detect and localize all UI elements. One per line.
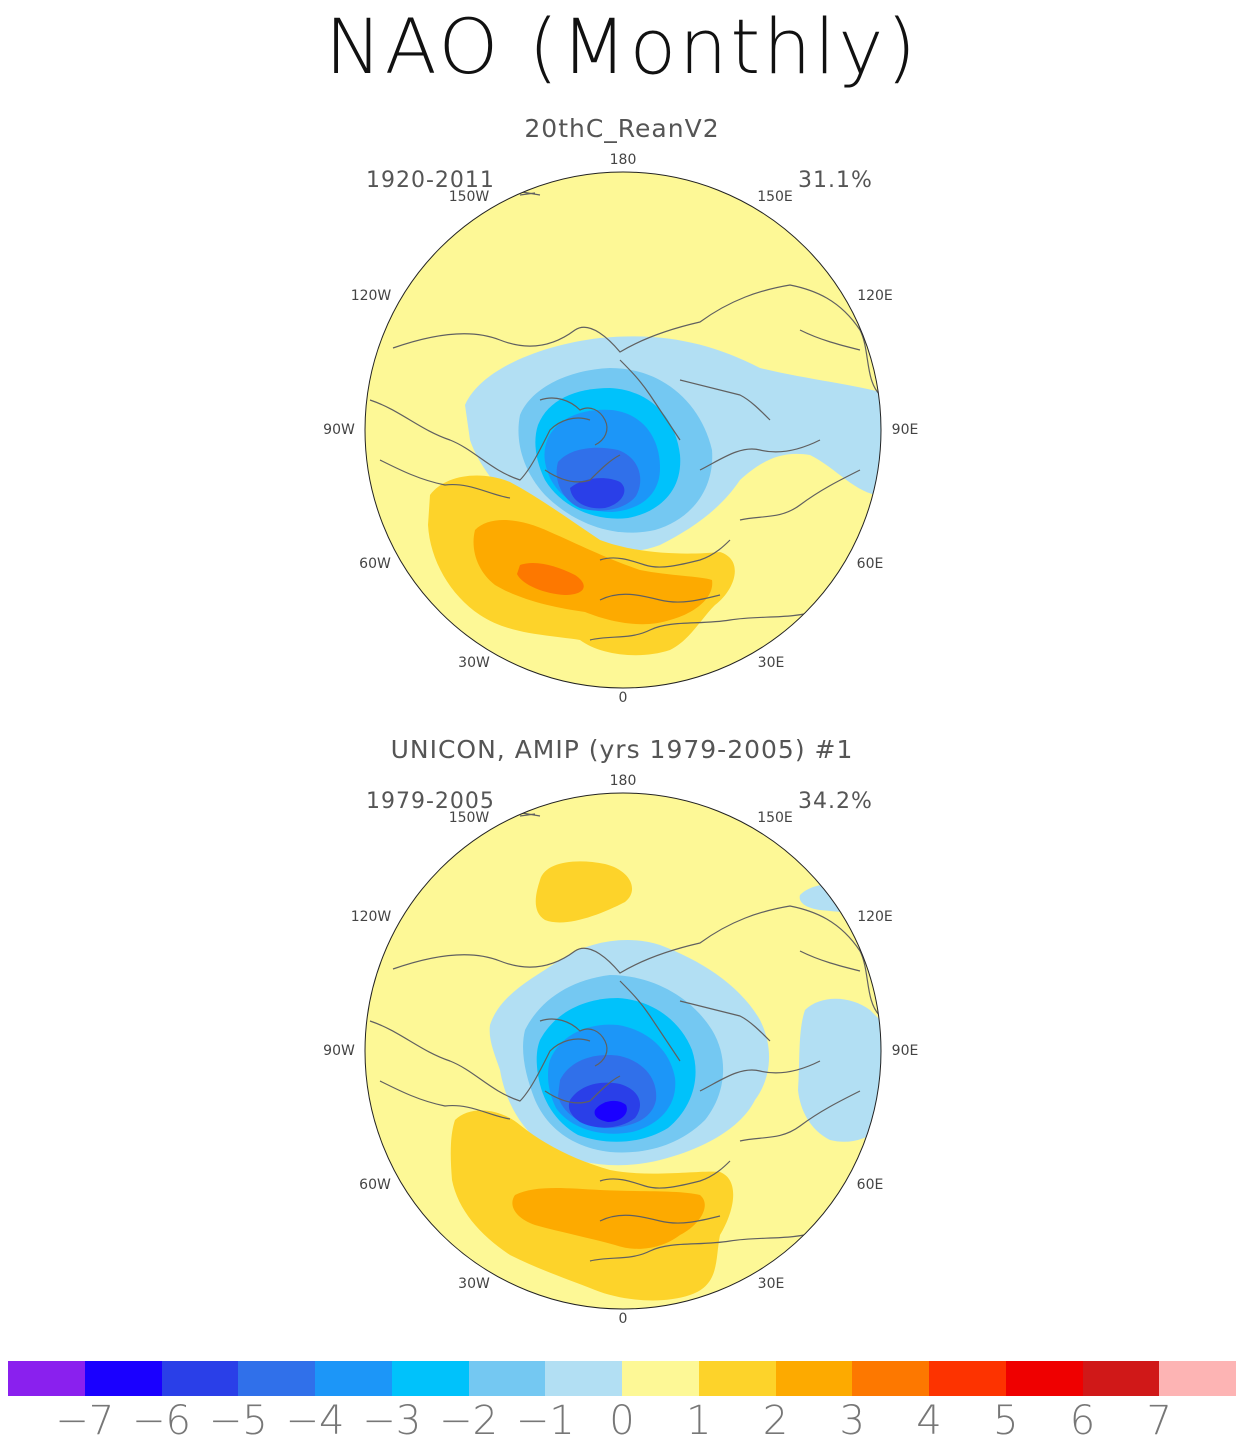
colorbar-segment xyxy=(84,1361,162,1396)
panel-2-lon-150w: 150W xyxy=(448,810,490,826)
panel-2-positive-anomaly xyxy=(450,1110,734,1301)
colorbar-tick-label: −6 xyxy=(132,1398,191,1444)
panel-1-lon-120w: 120W xyxy=(350,288,392,304)
panel-2-title: UNICON, AMIP (yrs 1979-2005) #1 xyxy=(390,735,854,764)
colorbar-tick-label: 7 xyxy=(1146,1398,1172,1444)
panel-1-coastlines xyxy=(369,189,881,641)
panel-2-lon-60e: 60E xyxy=(856,1177,884,1193)
panel-2-lon-60w: 60W xyxy=(359,1177,391,1193)
panel-1-lon-150w: 150W xyxy=(448,189,490,205)
colorbar-tick-label: 6 xyxy=(1069,1398,1096,1444)
colorbar-tick-label: 0 xyxy=(609,1398,635,1444)
panel-2-lon-90w: 90W xyxy=(323,1043,355,1059)
figure-title: NAO (Monthly) xyxy=(324,2,920,91)
colorbar-segment xyxy=(161,1361,239,1396)
panel-2-percent: 34.2% xyxy=(798,789,873,814)
panel-2-lon-120e: 120E xyxy=(857,909,893,925)
colorbar-tick-label: −7 xyxy=(55,1398,115,1444)
panel-2-pacific-positive xyxy=(535,861,633,923)
colorbar-tick-label: −3 xyxy=(362,1398,422,1444)
colorbar-tick-label: 4 xyxy=(916,1398,942,1444)
panel-1-lon-90e: 90E xyxy=(891,422,919,438)
panel-1-lon-30w: 30W xyxy=(458,655,490,671)
panel-2-lon-30w: 30W xyxy=(458,1276,490,1292)
colorbar-segment xyxy=(929,1361,1006,1396)
panel-2-lon-30e: 30E xyxy=(757,1276,785,1292)
colorbar-segment xyxy=(468,1361,546,1396)
panel-1-lon-30e: 30E xyxy=(757,655,785,671)
colorbar-segment xyxy=(1159,1361,1236,1396)
panel-2-years: 1979-2005 xyxy=(366,789,495,814)
colorbar-segment xyxy=(1082,1361,1160,1396)
panel-2-lon-120w: 120W xyxy=(350,909,392,925)
colorbar-segment xyxy=(315,1361,392,1396)
colorbar-tick-label: −5 xyxy=(208,1398,268,1444)
colorbar-tick-label: −2 xyxy=(439,1398,498,1444)
colorbar-segment xyxy=(391,1361,469,1396)
colorbar-tick-label: 3 xyxy=(839,1398,865,1444)
panel-1-lon-60w: 60W xyxy=(359,556,391,572)
colorbar-tick-label: 1 xyxy=(686,1398,712,1444)
colorbar-segment xyxy=(238,1361,315,1396)
panel-1-lon-150e: 150E xyxy=(757,189,793,205)
panel-2-lon-180: 180 xyxy=(609,773,637,789)
panel-1-title: 20thC_ReanV2 xyxy=(524,114,720,143)
colorbar-segment xyxy=(698,1361,776,1396)
panel-2-map-border xyxy=(364,792,882,1310)
colorbar-tick-label: −1 xyxy=(515,1398,575,1444)
colorbar-segment xyxy=(1005,1361,1083,1396)
panel-1-lon-60e: 60E xyxy=(856,556,884,572)
colorbar-tick-label: 5 xyxy=(993,1398,1019,1444)
panel-1-lon-90w: 90W xyxy=(323,422,355,438)
panel-2-negative-anomaly xyxy=(489,940,770,1166)
panel-2-lon-90e: 90E xyxy=(891,1043,919,1059)
panel-1-negative-anomaly xyxy=(465,336,881,552)
colorbar-tick-label: 2 xyxy=(762,1398,789,1444)
colorbar-tick-label: −4 xyxy=(285,1398,345,1444)
colorbar-segment xyxy=(8,1361,85,1396)
colorbar-segment xyxy=(852,1361,929,1396)
panel-1-lon-120e: 120E xyxy=(857,288,893,304)
panel-1-map-border xyxy=(364,171,882,689)
panel-2-lon-150e: 150E xyxy=(757,810,793,826)
panel-1-lon-0: 0 xyxy=(618,690,628,706)
panel-2-lon-0: 0 xyxy=(618,1311,628,1327)
panel-1-lon-180: 180 xyxy=(609,152,637,168)
colorbar xyxy=(8,1361,1236,1396)
panel-2-coastlines xyxy=(369,810,881,1262)
panel-2-map xyxy=(364,792,882,1310)
panel-2-right-negative xyxy=(798,998,881,1142)
colorbar-segment xyxy=(775,1361,853,1396)
colorbar-segment xyxy=(622,1361,699,1396)
panel-1-percent: 31.1% xyxy=(798,168,873,193)
panel-1-map xyxy=(364,171,882,689)
colorbar-segment xyxy=(545,1361,622,1396)
panel-1-years: 1920-2011 xyxy=(366,168,495,193)
